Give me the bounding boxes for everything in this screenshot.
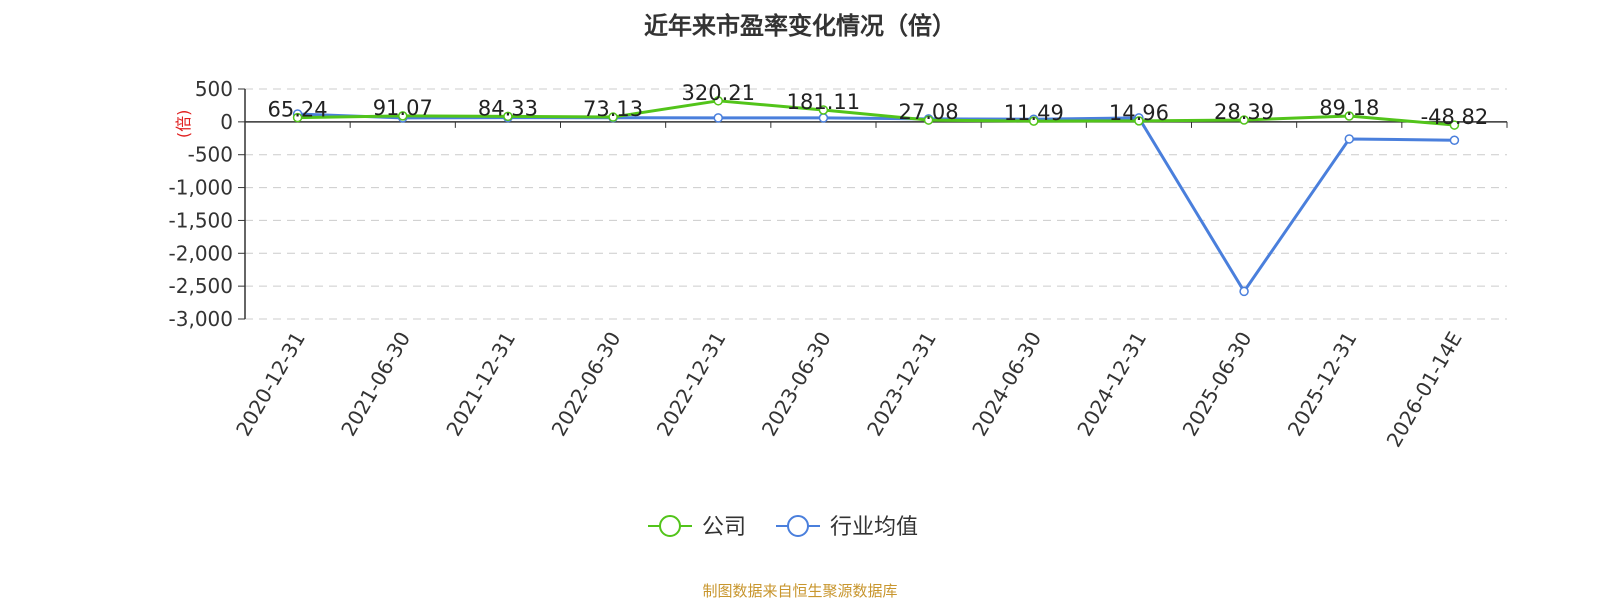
- y-tick-label: 0: [220, 110, 233, 134]
- legend-marker: [659, 515, 681, 537]
- source-note: 制图数据来自恒生聚源数据库: [702, 582, 898, 600]
- data-labels: 65.24 91.07 84.33 73.13 320.21 181.11 27.08 11.…: [268, 81, 1489, 129]
- x-tick-label: 2026-01-14E: [1382, 328, 1467, 452]
- data-label: -48.82: [1421, 105, 1489, 129]
- x-tick-label: 2025-06-30: [1178, 328, 1257, 441]
- data-label: 84.33: [478, 96, 538, 120]
- data-label: 27.08: [899, 100, 959, 124]
- data-point: [713, 113, 723, 123]
- grid-lines: [245, 88, 1507, 320]
- data-point: [398, 111, 408, 121]
- data-point: [1134, 116, 1144, 126]
- data-point: [923, 115, 934, 125]
- chart-title: 近年来市盈率变化情况（倍）: [644, 12, 956, 40]
- data-point: [608, 112, 618, 122]
- x-tick-label: 2025-12-31: [1283, 328, 1362, 441]
- data-label: 73.13: [583, 97, 643, 121]
- x-tick-label: 2022-06-30: [547, 328, 626, 441]
- legend-label: 行业均值: [830, 515, 918, 540]
- data-label: 28.39: [1214, 100, 1274, 124]
- y-tick-label: -2,000: [169, 241, 233, 265]
- y-tick-label: -3,000: [169, 307, 233, 331]
- data-point: [1029, 116, 1039, 126]
- data-label: 11.49: [1004, 101, 1064, 125]
- data-label: 320.21: [682, 81, 755, 105]
- data-label: 181.11: [787, 90, 860, 114]
- y-tick-label: -2,500: [169, 274, 233, 298]
- legend-marker: [787, 515, 809, 537]
- data-point: [818, 105, 829, 115]
- x-tick-label: 2024-06-30: [967, 328, 1046, 441]
- data-point: [1239, 286, 1249, 297]
- data-point: [818, 113, 829, 123]
- data-point: [503, 111, 513, 122]
- data-label: 65.24: [268, 98, 328, 122]
- x-tick-label: 2024-12-31: [1072, 328, 1151, 441]
- data-point: [1449, 135, 1460, 146]
- x-tick-label: 2021-06-30: [336, 328, 415, 441]
- x-tick-label: 2022-12-31: [652, 328, 731, 441]
- y-axis-title: (倍): [174, 110, 193, 139]
- data-point: [1239, 115, 1249, 125]
- data-point: [713, 96, 723, 106]
- data-label: 14.96: [1109, 101, 1169, 125]
- legend: 公司 行业均值: [648, 515, 918, 540]
- x-tick-label: 2020-12-31: [231, 328, 310, 441]
- data-label: 89.18: [1319, 96, 1379, 120]
- x-tick-label: 2023-12-31: [862, 327, 941, 440]
- data-point: [1344, 111, 1354, 121]
- data-point: [292, 112, 303, 123]
- y-tick-label: 500: [195, 77, 233, 101]
- series-line: [297, 112, 1455, 293]
- y-tick-label: -1,500: [169, 208, 233, 232]
- y-tick-label: -1,000: [169, 176, 233, 200]
- data-point: [1449, 120, 1460, 130]
- data-point: [1344, 134, 1354, 144]
- series-line: [297, 99, 1455, 127]
- axes: 500 0 -500 -1,000 -1,500 -2,000 -2,500 -3,000 (倍…: [169, 77, 1508, 452]
- x-tick-label: 2021-12-31: [441, 328, 520, 441]
- line-chart: 500 0 -500 -1,000 -1,500 -2,000 -2,500 -3,000 (倍…: [169, 77, 1508, 540]
- legend-label: 公司: [702, 515, 746, 540]
- series-lines: [292, 96, 1460, 297]
- data-label: 91.07: [373, 96, 433, 120]
- y-tick-label: -500: [188, 143, 233, 167]
- x-tick-label: 2023-06-30: [757, 328, 836, 441]
